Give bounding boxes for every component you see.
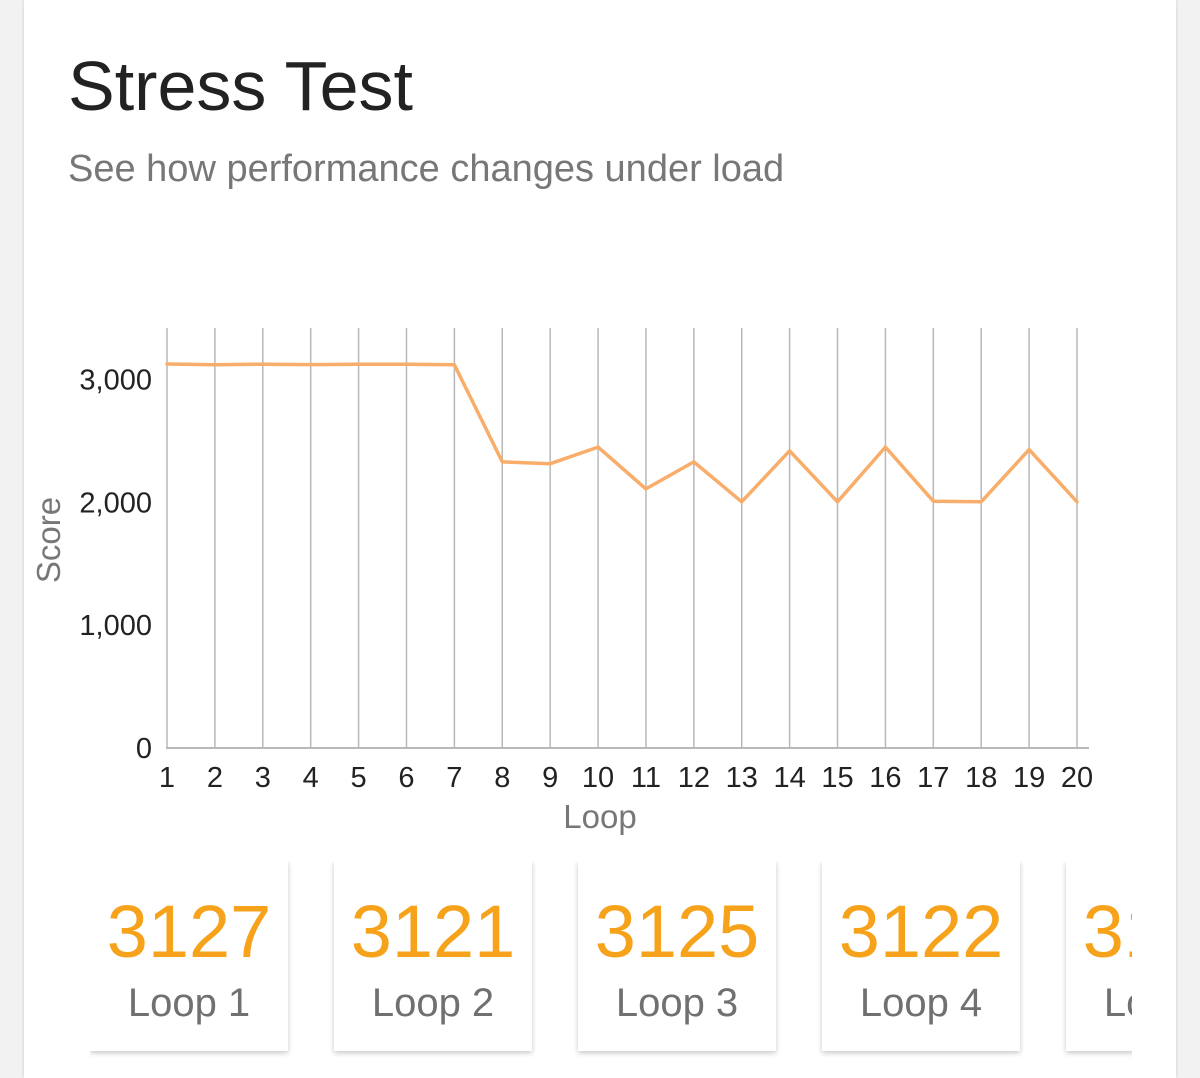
x-tick-label: 20 — [1061, 762, 1093, 794]
loop-label: Loop 4 — [859, 981, 983, 1025]
loop-score-tiles[interactable]: 3127 Loop 1 3121 Loop 2 3125 Loop 3 3122… — [90, 861, 1132, 1061]
x-tick-label: 10 — [582, 762, 614, 794]
page-subtitle: See how performance changes under load — [68, 148, 785, 190]
stress-test-card: Stress Test See how performance changes … — [24, 0, 1176, 1078]
x-tick-label: 5 — [351, 762, 367, 794]
score-line-chart: 1 2 3 4 5 6 7 8 9 10 11 12 13 14 15 16 17 18 19 2001,0002,0… — [30, 328, 1093, 835]
loop-tile: 3125 Loop 3 — [578, 861, 776, 1051]
x-tick-label: 3 — [255, 762, 271, 794]
y-tick-label: 3,000 — [79, 365, 152, 397]
chart-tick-labels: 1 2 3 4 5 6 7 8 9 10 11 12 13 14 15 16 17 18 19 2001,0002,0… — [30, 365, 1093, 835]
loop-score: 3121 — [350, 890, 516, 973]
loop-score: 3125 — [594, 890, 760, 973]
x-tick-label: 15 — [821, 762, 853, 794]
loop-score: 3127 — [106, 890, 272, 973]
x-tick-label: 11 — [631, 762, 661, 794]
loop-label: Loop 2 — [371, 981, 495, 1025]
x-tick-label: 13 — [726, 762, 758, 794]
chart-gridlines — [166, 328, 1078, 748]
x-tick-label: 17 — [917, 762, 949, 794]
loop-tile: 3122 Loop 4 — [822, 861, 1020, 1051]
x-tick-label: 18 — [965, 762, 997, 794]
loop-tile: 3121 Loop 2 — [334, 861, 532, 1051]
x-tick-label: 16 — [869, 762, 901, 794]
chart-series — [165, 362, 1079, 504]
y-tick-label: 1,000 — [79, 610, 152, 642]
x-tick-label: 14 — [773, 762, 805, 794]
y-tick-label: 0 — [136, 733, 152, 765]
loop-tile: 3125 Loop 5 — [1066, 861, 1132, 1051]
x-tick-label: 2 — [207, 762, 223, 794]
x-tick-label: 19 — [1013, 762, 1045, 794]
loop-score: 3122 — [838, 890, 1004, 973]
y-axis-title: Score — [30, 497, 67, 583]
x-tick-label: 1 — [159, 762, 175, 794]
loop-tile: 3127 Loop 1 — [90, 861, 288, 1051]
loop-label: Loop 1 — [127, 981, 251, 1025]
loop-label: Loop 5 — [1103, 981, 1132, 1025]
x-tick-label: 4 — [303, 762, 319, 794]
x-tick-label: 8 — [494, 762, 510, 794]
x-tick-label: 6 — [398, 762, 414, 794]
x-tick-label: 12 — [678, 762, 710, 794]
score-series-line — [165, 362, 1079, 504]
x-tick-label: 9 — [542, 762, 558, 794]
x-tick-label: 7 — [446, 762, 462, 794]
y-tick-label: 2,000 — [79, 487, 152, 519]
loop-score: 3125 — [1082, 890, 1132, 973]
x-axis-title: Loop — [563, 798, 636, 835]
loop-label: Loop 3 — [615, 981, 739, 1025]
page-title: Stress Test — [68, 47, 413, 125]
